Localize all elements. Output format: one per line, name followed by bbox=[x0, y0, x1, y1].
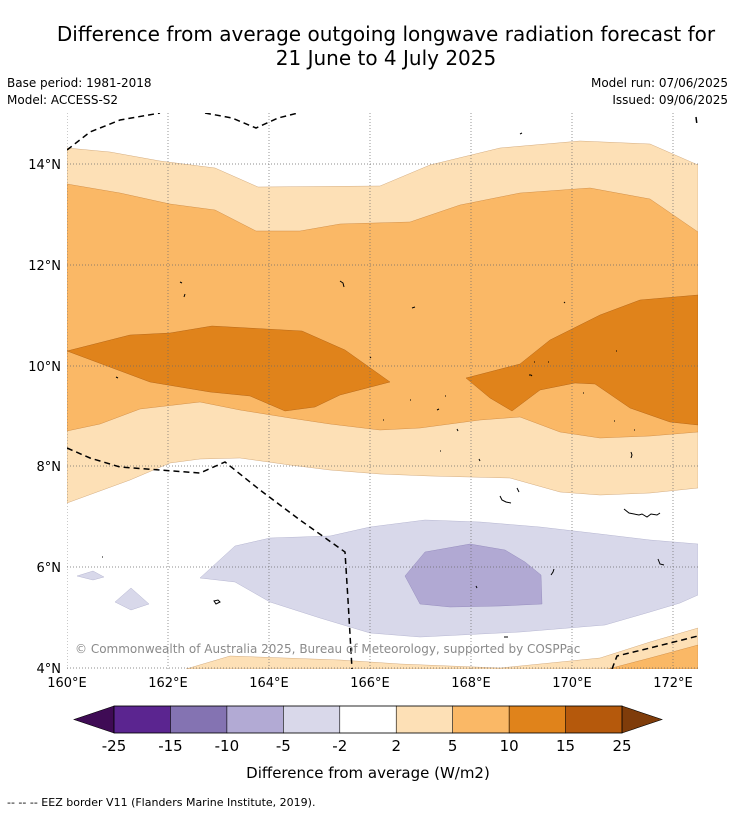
y-tick-label: 14°N bbox=[28, 158, 61, 173]
colorbar-tick-label: -5 bbox=[276, 737, 291, 755]
colorbar-tick-label: 25 bbox=[612, 737, 631, 755]
contour-band-10-15-east bbox=[465, 294, 698, 426]
colorbar-tick-label: -15 bbox=[158, 737, 183, 755]
y-tick-label: 12°N bbox=[28, 259, 61, 274]
y-tick-label: 10°N bbox=[28, 360, 61, 375]
model-run: Model run: 07/06/2025 bbox=[590, 76, 728, 90]
colorbar-cell bbox=[508, 705, 567, 734]
eez-footnote: -- -- -- EEZ border V11 (Flanders Marine… bbox=[7, 796, 316, 809]
colorbar-tick-label: 15 bbox=[556, 737, 575, 755]
colorbar-tick-label: -2 bbox=[332, 737, 347, 755]
gridlines bbox=[67, 113, 698, 669]
colorbar-cell bbox=[565, 705, 623, 734]
contour-blob-small-1 bbox=[76, 570, 105, 581]
colorbar-tick-label: -10 bbox=[215, 737, 240, 755]
colorbar-tick-label: 5 bbox=[448, 737, 458, 755]
colorbar-cell bbox=[113, 705, 172, 734]
eez-borders bbox=[67, 113, 698, 669]
x-tick-label: 166°E bbox=[350, 676, 390, 691]
colorbar-cell bbox=[452, 705, 510, 734]
model-name: Model: ACCESS-S2 bbox=[7, 93, 119, 107]
colorbar-tick-label: 2 bbox=[391, 737, 401, 755]
colorbar-tick-label: -25 bbox=[102, 737, 127, 755]
meta-right: Model run: 07/06/2025 Issued: 09/06/2025 bbox=[591, 75, 728, 109]
title-line-1: Difference from average outgoing longwav… bbox=[56, 22, 716, 46]
x-tick-label: 168°E bbox=[451, 676, 491, 691]
issued-date: Issued: 09/06/2025 bbox=[612, 93, 728, 107]
x-tick-label: 170°E bbox=[552, 676, 592, 691]
x-tick-label: 172°E bbox=[653, 676, 693, 691]
contour-band-neg-5-10 bbox=[404, 543, 543, 608]
colorbar-under-arrow bbox=[73, 705, 115, 734]
contour-band-10-15-west bbox=[67, 325, 391, 412]
x-axis-labels: 160°E 162°E 164°E 166°E 168°E 170°E 172°… bbox=[47, 676, 693, 691]
colorbar-cell bbox=[226, 705, 284, 734]
islands bbox=[102, 132, 665, 638]
y-tick-label: 8°N bbox=[37, 460, 62, 475]
x-tick-label: 160°E bbox=[47, 676, 87, 691]
colorbar-cell bbox=[283, 705, 341, 734]
map-title: Difference from average outgoing longwav… bbox=[0, 22, 736, 70]
x-tick-label: 164°E bbox=[249, 676, 289, 691]
copyright-text: © Commonwealth of Australia 2025, Bureau… bbox=[75, 642, 580, 656]
title-line-2: 21 June to 4 July 2025 bbox=[275, 46, 497, 70]
colorbar-tick-label: 10 bbox=[500, 737, 519, 755]
y-tick-label: 6°N bbox=[37, 561, 62, 576]
base-period: Base period: 1981-2018 bbox=[7, 76, 152, 90]
contour-blob-small-2 bbox=[114, 587, 150, 611]
y-tick-label: 4°N bbox=[37, 662, 62, 677]
colorbar-cell bbox=[170, 705, 228, 734]
x-tick-label: 162°E bbox=[148, 676, 188, 691]
y-axis-labels: 14°N 12°N 10°N 8°N 6°N 4°N bbox=[28, 158, 61, 677]
map-area: © Commonwealth of Australia 2025, Bureau… bbox=[67, 113, 698, 669]
colorbar-cell bbox=[395, 705, 454, 734]
contour-band-se-5-10 bbox=[607, 644, 698, 669]
colorbar-label: Difference from average (W/m2) bbox=[246, 764, 490, 782]
colorbar: -25 -15 -10 -5 -2 2 5 10 15 25 Difference from av… bbox=[73, 705, 663, 782]
colorbar-cell bbox=[339, 705, 397, 734]
colorbar-over-arrow bbox=[621, 705, 663, 734]
meta-left: Base period: 1981-2018 Model: ACCESS-S2 bbox=[7, 75, 152, 109]
